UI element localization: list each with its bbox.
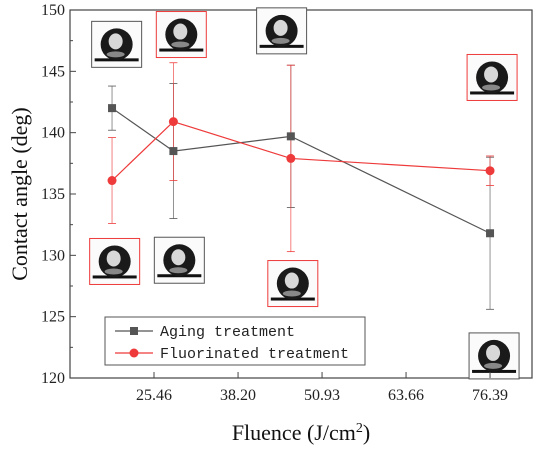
droplet-photo: [466, 53, 518, 101]
x-tick-label: 50.93: [304, 387, 340, 404]
y-tick-label: 145: [41, 63, 65, 80]
droplet-reflection: [104, 268, 123, 275]
x-axis-title-main: Fluence (J/cm: [232, 420, 356, 445]
data-point: [169, 147, 178, 156]
droplet-highlight: [108, 33, 123, 50]
x-axis-title: Fluence (J/cm2): [232, 420, 370, 445]
y-tick-label: 135: [41, 186, 65, 203]
x-tick-label: 63.66: [388, 387, 424, 404]
legend-label-aging: Aging treatment: [160, 324, 295, 341]
data-point: [485, 166, 495, 176]
droplet-highlight: [273, 19, 288, 36]
y-tick-label: 125: [41, 309, 65, 326]
series-line: [111, 107, 491, 234]
droplet-reflection: [482, 84, 501, 91]
droplet-reflection: [484, 362, 503, 369]
legend-box: [104, 316, 366, 366]
y-axis-title: Contact angle (deg): [7, 107, 32, 281]
x-tick-label: 38.20: [220, 387, 256, 404]
y-tick-label: 150: [41, 2, 65, 19]
x-tick-label: 25.46: [136, 387, 172, 404]
droplet-photo: [155, 11, 207, 59]
droplet-reflection: [171, 41, 190, 48]
data-point: [168, 117, 178, 127]
droplet-highlight: [171, 249, 186, 266]
droplet-highlight: [284, 272, 299, 289]
y-tick-label: 130: [41, 247, 65, 264]
droplet-reflection: [271, 37, 290, 44]
legend-label-fluorinated: Fluorinated treatment: [160, 346, 349, 363]
droplet-photo: [89, 237, 141, 285]
y-tick-label: 140: [41, 125, 65, 142]
legend-marker-aging: [130, 327, 138, 335]
droplet-photo: [153, 236, 205, 284]
droplet-reflection: [282, 290, 301, 297]
data-point: [486, 229, 495, 238]
legend-marker-fluorinated: [129, 348, 139, 358]
data-point: [107, 176, 117, 186]
x-tick-label: 76.39: [472, 387, 508, 404]
x-axis-title-end: ): [363, 420, 370, 445]
droplet-photo: [267, 260, 319, 308]
droplet-highlight: [486, 344, 501, 361]
droplet-highlight: [484, 66, 499, 83]
droplet-photo: [256, 7, 308, 55]
data-point: [108, 104, 117, 113]
droplet-photo: [91, 20, 143, 68]
y-tick-label: 120: [41, 370, 65, 387]
legend: Aging treatment Fluorinated treatment: [104, 316, 366, 366]
series-line: [111, 120, 491, 181]
data-point: [286, 153, 296, 163]
droplet-reflection: [106, 51, 125, 58]
droplet-reflection: [169, 267, 188, 274]
data-point: [286, 132, 295, 141]
droplet-highlight: [106, 250, 121, 267]
droplet-photo: [468, 332, 520, 380]
droplet-highlight: [173, 23, 188, 40]
x-axis-title-superscript: 2: [356, 421, 363, 436]
